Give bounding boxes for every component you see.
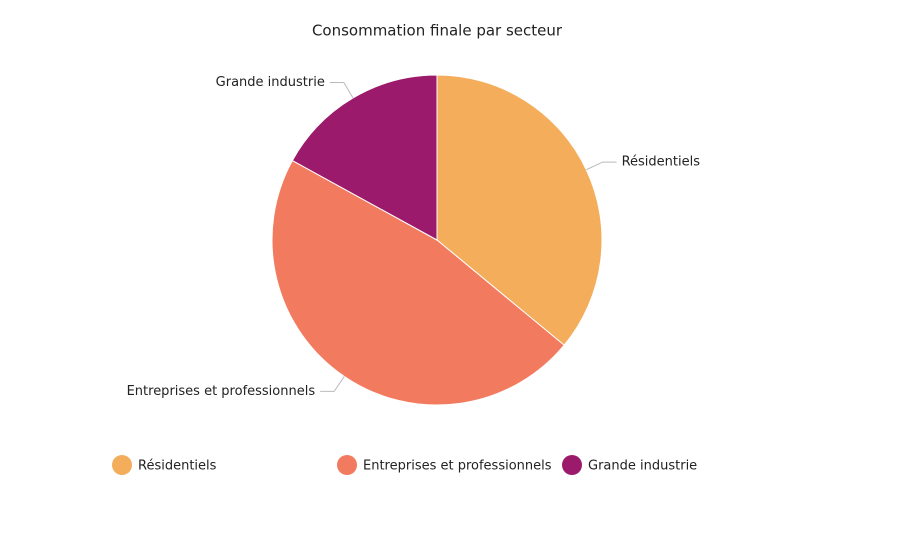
pie-slice xyxy=(291,74,438,241)
legend-label: Grande industrie xyxy=(588,459,697,474)
leader-line xyxy=(586,161,617,171)
legend-swatch xyxy=(562,455,582,475)
legend-swatch xyxy=(112,455,132,475)
leader-line xyxy=(329,81,354,99)
slice-label: Entreprises et professionnels xyxy=(127,384,316,399)
legend-label: Entreprises et professionnels xyxy=(363,459,552,474)
legend-label: Résidentiels xyxy=(138,459,217,474)
slice-label: Grande industrie xyxy=(216,75,325,90)
legend-swatch xyxy=(337,455,357,475)
leader-line xyxy=(320,376,345,392)
chart-title: Consommation finale par secteur xyxy=(312,22,563,40)
pie-slice xyxy=(436,74,603,346)
slice-label: Résidentiels xyxy=(622,155,701,170)
